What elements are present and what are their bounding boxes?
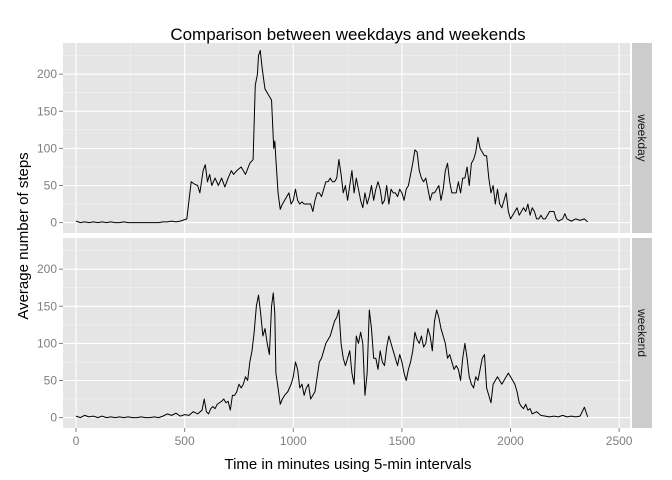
facet-strip-background — [632, 238, 652, 428]
chart-title: Comparison between weekdays and weekends — [170, 25, 525, 44]
facet-strip-background — [632, 43, 652, 233]
panel-weekend — [63, 238, 630, 428]
facet-strip-weekend: weekend — [632, 238, 652, 428]
x-tick-label: 2000 — [497, 434, 524, 448]
y-tick-label: 150 — [37, 104, 57, 118]
y-tick-label: 200 — [37, 262, 57, 276]
y-tick-label: 50 — [44, 374, 58, 388]
panel-weekday — [63, 43, 630, 233]
facet-strip-weekday: weekday — [632, 43, 652, 233]
x-axis-title: Time in minutes using 5-min intervals — [224, 456, 471, 473]
x-tick-label: 1500 — [389, 434, 416, 448]
y-tick-label: 100 — [37, 141, 57, 155]
x-tick-label: 0 — [73, 434, 80, 448]
series-line-weekday — [75, 49, 588, 224]
y-axis-title: Average number of steps — [15, 152, 32, 319]
panel-background — [63, 238, 630, 428]
x-tick-label: 1000 — [280, 434, 307, 448]
series-line-weekend — [75, 292, 589, 419]
panel-background — [63, 43, 630, 233]
y-tick-label: 0 — [50, 411, 57, 425]
facet-strip-label: weekend — [635, 308, 649, 357]
facet-strip-label: weekday — [635, 113, 649, 161]
y-tick-label: 50 — [44, 179, 58, 193]
y-tick-label: 0 — [50, 216, 57, 230]
y-tick-label: 150 — [37, 299, 57, 313]
x-tick-label: 2500 — [606, 434, 633, 448]
x-tick-label: 500 — [175, 434, 195, 448]
y-tick-label: 200 — [37, 67, 57, 81]
y-tick-label: 100 — [37, 336, 57, 350]
